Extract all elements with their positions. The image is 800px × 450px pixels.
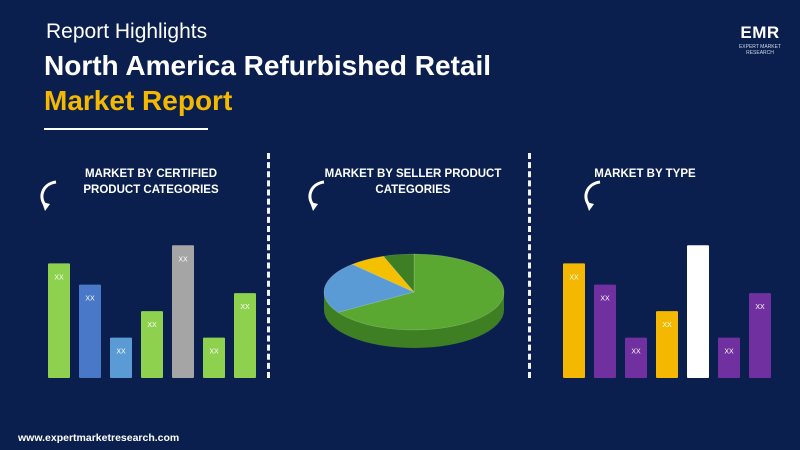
- report-highlights-label: Report Highlights: [46, 20, 208, 43]
- certified-bar-label-4: XX: [147, 322, 157, 329]
- type-bar-2: [594, 284, 616, 378]
- page-title-line1: North America Refurbished Retail: [44, 50, 492, 81]
- panel-title-certified: MARKET BY CERTIFIED PRODUCT CATEGORIES: [83, 168, 219, 196]
- type-bar-label-7: XX: [755, 304, 765, 311]
- type-bar-label-5: XX: [693, 256, 703, 263]
- type-bar-7: [749, 293, 771, 378]
- pie-slice-4: [382, 253, 415, 293]
- logo-text: EMR: [740, 23, 780, 42]
- certified-bar-label-7: XX: [240, 304, 250, 311]
- certified-bar-2: [79, 284, 101, 378]
- curved-arrow-icon: [584, 180, 601, 211]
- certified-bar-6: [203, 337, 225, 378]
- type-bar-1: [563, 263, 585, 378]
- certified-bar-label-2: XX: [85, 296, 95, 303]
- type-bar-label-3: XX: [631, 349, 641, 356]
- type-bar-5: [687, 245, 709, 378]
- panel-divider-left: [267, 153, 270, 378]
- curved-arrow-icon: [40, 180, 57, 211]
- type-bar-chart: XX XX XX XX XX XX XX: [563, 245, 771, 378]
- certified-bar-7: [234, 293, 256, 378]
- page-title-line2: Market Report: [44, 85, 233, 116]
- certified-bar-4: [141, 311, 163, 378]
- certified-bar-3: [110, 337, 132, 378]
- certified-bar-5: [172, 245, 194, 378]
- logo-subtext: EXPERT MARKET RESEARCH: [738, 44, 782, 56]
- certified-product-bar-chart: XX XX XX XX XX XX XX: [48, 245, 256, 378]
- panel-divider-right: [528, 153, 531, 378]
- certified-bar-label-5: XX: [178, 256, 188, 263]
- certified-bar-label-3: XX: [116, 349, 126, 356]
- pie-slice-1: [337, 253, 505, 331]
- type-bar-label-1: XX: [569, 274, 579, 281]
- type-bar-3: [625, 337, 647, 378]
- certified-bar-label-6: XX: [209, 349, 219, 356]
- type-bar-label-4: XX: [662, 322, 672, 329]
- type-bar-6: [718, 337, 740, 378]
- type-bar-4: [656, 311, 678, 378]
- type-bar-label-6: XX: [724, 349, 734, 356]
- pie-slice-3: [351, 255, 415, 293]
- pie-slice-2: [323, 263, 415, 313]
- panel-title-type: MARKET BY TYPE: [594, 168, 696, 180]
- seller-product-pie-chart: [323, 253, 505, 348]
- emr-logo: EMR EXPERT MARKET RESEARCH: [736, 20, 784, 56]
- curved-arrow-icon: [308, 180, 325, 211]
- panel-title-seller: MARKET BY SELLER PRODUCT CATEGORIES: [324, 168, 502, 196]
- type-bar-label-2: XX: [600, 296, 610, 303]
- certified-bar-1: [48, 263, 70, 378]
- certified-bar-label-1: XX: [54, 274, 64, 281]
- title-underline: [44, 128, 208, 130]
- footer-url[interactable]: www.expertmarketresearch.com: [18, 432, 180, 444]
